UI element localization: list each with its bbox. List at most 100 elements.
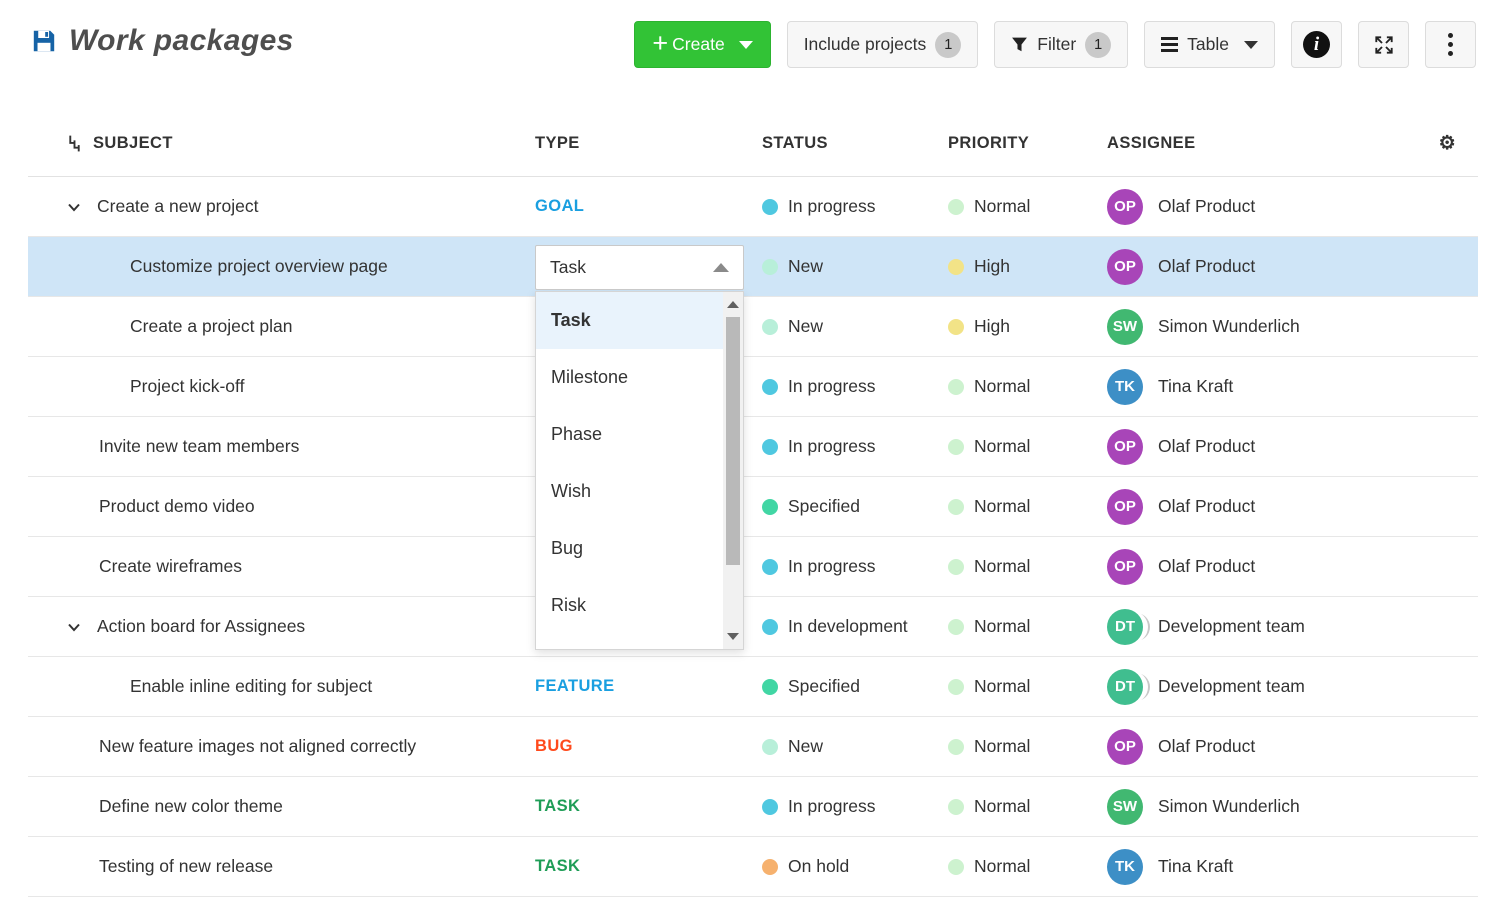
work-package-subject[interactable]: Enable inline editing for subject	[130, 676, 373, 696]
table-row[interactable]: Create wireframes In progress Normal OP Olaf…	[28, 537, 1478, 597]
status-label[interactable]: New	[788, 256, 824, 276]
priority-label[interactable]: Normal	[974, 496, 1031, 516]
type-option-milestone[interactable]: Milestone	[551, 367, 629, 387]
table-settings-gear-icon[interactable]: ⚙	[1438, 132, 1456, 154]
priority-label[interactable]: Normal	[974, 856, 1031, 876]
work-package-subject[interactable]: Create a new project	[97, 196, 259, 216]
type-label[interactable]: FEATURE	[535, 677, 615, 695]
table-row[interactable]: Create a project plan New High SW Simon Wund…	[28, 297, 1478, 357]
column-header-status[interactable]: STATUS	[762, 133, 828, 152]
priority-label[interactable]: High	[974, 256, 1010, 276]
assignee-avatar[interactable]: SW	[1107, 308, 1143, 345]
assignee-avatar[interactable]: OP	[1107, 248, 1143, 285]
type-option-wish[interactable]: Wish	[551, 481, 591, 501]
assignee-name[interactable]: Olaf Product	[1158, 256, 1256, 276]
work-package-subject[interactable]: Customize project overview page	[130, 256, 388, 276]
table-row[interactable]: Testing of new release TASK On hold Normal T…	[28, 837, 1478, 897]
type-label[interactable]: TASK	[535, 797, 581, 815]
status-label[interactable]: In progress	[788, 196, 876, 216]
filter-button[interactable]: Filter 1	[994, 21, 1129, 68]
status-label[interactable]: In progress	[788, 376, 876, 396]
status-label[interactable]: Specified	[788, 496, 860, 516]
work-package-subject[interactable]: Product demo video	[99, 496, 255, 516]
info-button[interactable]: i	[1291, 21, 1342, 68]
scrollbar-up-arrow-icon[interactable]	[727, 301, 739, 308]
priority-label[interactable]: Normal	[974, 556, 1031, 576]
include-projects-button[interactable]: Include projects 1	[786, 21, 979, 68]
column-header-subject[interactable]: SUBJECT	[93, 133, 173, 152]
assignee-name[interactable]: Olaf Product	[1158, 436, 1256, 456]
assignee-avatar[interactable]: SW	[1107, 788, 1143, 825]
priority-label[interactable]: Normal	[974, 196, 1031, 216]
type-select-field[interactable]: Task	[535, 245, 744, 290]
assignee-name[interactable]: Olaf Product	[1158, 496, 1256, 516]
dropdown-scrollbar[interactable]	[723, 292, 743, 649]
type-option-bug[interactable]: Bug	[551, 538, 584, 558]
column-header-assignee[interactable]: ASSIGNEE	[1107, 133, 1196, 152]
table-row[interactable]: Enable inline editing for subject FEATURE…	[28, 657, 1478, 717]
assignee-name[interactable]: Olaf Product	[1158, 736, 1256, 756]
table-row[interactable]: Invite new team members In progress Normal…	[28, 417, 1478, 477]
type-option-risk[interactable]: Risk	[551, 595, 586, 615]
work-package-subject[interactable]: Create wireframes	[99, 556, 242, 576]
assignee-name[interactable]: Olaf Product	[1158, 196, 1256, 216]
assignee-name[interactable]: Simon Wunderlich	[1158, 796, 1300, 816]
status-label[interactable]: New	[788, 736, 824, 756]
column-header-type[interactable]: TYPE	[535, 133, 580, 152]
table-row[interactable]: Create a new project GOAL In progress Norma…	[28, 177, 1478, 237]
table-row[interactable]: Define new color theme TASK In progress Nor…	[28, 777, 1478, 837]
type-label[interactable]: TASK	[535, 857, 581, 875]
assignee-name[interactable]: Development team	[1158, 616, 1305, 636]
assignee-avatar[interactable]: OP	[1107, 428, 1143, 465]
scrollbar-down-arrow-icon[interactable]	[727, 633, 739, 640]
work-package-subject[interactable]: Project kick-off	[130, 376, 245, 396]
work-package-subject[interactable]: Testing of new release	[99, 856, 274, 876]
status-label[interactable]: In progress	[788, 796, 876, 816]
assignee-name[interactable]: Olaf Product	[1158, 556, 1256, 576]
table-row[interactable]: Project kick-off In progress Normal TK Tina …	[28, 357, 1478, 417]
assignee-name[interactable]: Tina Kraft	[1158, 376, 1234, 396]
status-label[interactable]: In development	[788, 616, 908, 636]
status-label[interactable]: Specified	[788, 676, 860, 696]
assignee-avatar[interactable]: OP	[1107, 488, 1143, 525]
table-row[interactable]: New feature images not aligned correctly…	[28, 717, 1478, 777]
priority-label[interactable]: Normal	[974, 376, 1031, 396]
priority-label[interactable]: Normal	[974, 736, 1031, 756]
type-label[interactable]: GOAL	[535, 197, 585, 215]
status-label[interactable]: New	[788, 316, 824, 336]
assignee-avatar[interactable]: DT	[1107, 608, 1143, 645]
assignee-avatar[interactable]: TK	[1107, 368, 1143, 405]
priority-label[interactable]: Normal	[974, 676, 1031, 696]
priority-label[interactable]: Normal	[974, 436, 1031, 456]
view-mode-table-button[interactable]: Table	[1144, 21, 1275, 68]
collapse-chevron-icon[interactable]	[66, 199, 82, 215]
work-package-subject[interactable]: Invite new team members	[99, 436, 300, 456]
type-option-phase[interactable]: Phase	[551, 424, 603, 444]
work-package-subject[interactable]: Create a project plan	[130, 316, 293, 336]
create-button[interactable]: + Create	[634, 21, 771, 68]
assignee-avatar[interactable]: OP	[1107, 548, 1143, 585]
save-icon[interactable]	[32, 29, 56, 53]
scrollbar-thumb[interactable]	[726, 317, 740, 565]
assignee-name[interactable]: Tina Kraft	[1158, 856, 1234, 876]
work-package-subject[interactable]: Define new color theme	[99, 796, 283, 816]
type-option-task[interactable]: Task	[536, 292, 723, 349]
assignee-avatar[interactable]: OP	[1107, 728, 1143, 765]
assignee-name[interactable]: Simon Wunderlich	[1158, 316, 1300, 336]
work-package-subject[interactable]: New feature images not aligned correctly	[99, 736, 417, 756]
assignee-name[interactable]: Development team	[1158, 676, 1305, 696]
status-label[interactable]: On hold	[788, 856, 850, 876]
priority-label[interactable]: Normal	[974, 616, 1031, 636]
priority-label[interactable]: High	[974, 316, 1010, 336]
assignee-avatar[interactable]: DT	[1107, 668, 1143, 705]
assignee-avatar[interactable]: OP	[1107, 188, 1143, 225]
table-row[interactable]: Customize project overview page New High OP…	[28, 237, 1478, 297]
status-label[interactable]: In progress	[788, 436, 876, 456]
assignee-avatar[interactable]: TK	[1107, 848, 1143, 885]
collapse-chevron-icon[interactable]	[66, 619, 82, 635]
work-package-subject[interactable]: Action board for Assignees	[97, 616, 306, 636]
type-label[interactable]: BUG	[535, 737, 573, 755]
fullscreen-button[interactable]	[1358, 21, 1409, 68]
table-row[interactable]: Product demo video Specified Normal OP Olaf …	[28, 477, 1478, 537]
more-menu-button[interactable]	[1425, 21, 1476, 68]
